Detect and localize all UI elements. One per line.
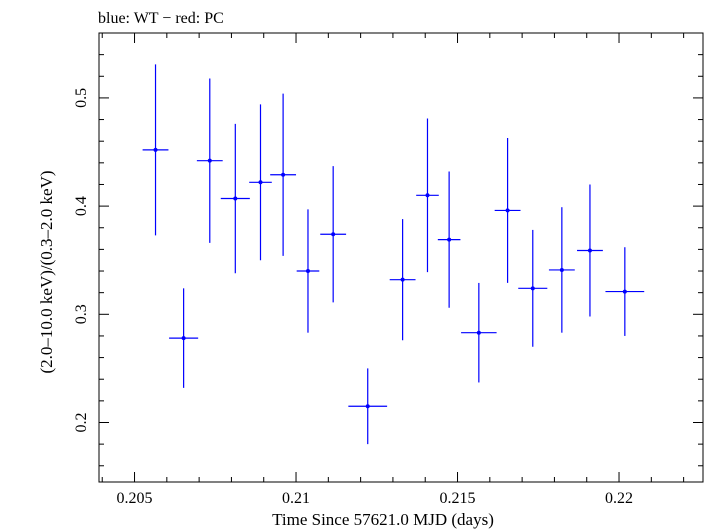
data-point-group xyxy=(548,207,575,333)
data-series xyxy=(142,64,645,445)
x-tick-label: 0.215 xyxy=(440,490,476,507)
y-tick-label: 0.2 xyxy=(73,412,90,432)
data-point-group xyxy=(461,282,497,383)
data-point-group xyxy=(518,229,548,347)
data-point-group xyxy=(320,166,347,303)
data-point xyxy=(587,248,592,253)
y-tick-label: 0.4 xyxy=(73,196,90,216)
y-tick-label: 0.3 xyxy=(73,304,90,324)
data-point-group xyxy=(196,78,223,243)
data-point-group xyxy=(605,247,645,336)
data-point xyxy=(425,193,430,198)
data-point xyxy=(559,267,564,272)
data-point-group xyxy=(577,184,603,317)
data-point-group xyxy=(270,93,297,256)
data-point-group xyxy=(142,64,169,236)
data-point-group xyxy=(296,209,320,333)
data-point xyxy=(181,336,186,341)
tick-labels: 0.205 0.21 0.215 0.22 0.2 0.3 0.4 0.5 xyxy=(73,88,633,507)
y-tick-label: 0.5 xyxy=(73,88,90,108)
x-tick-label: 0.21 xyxy=(282,490,310,507)
plot-frame xyxy=(98,32,704,483)
data-point xyxy=(153,147,158,152)
data-point xyxy=(505,208,510,213)
data-point-group xyxy=(416,118,439,273)
data-point-group xyxy=(389,219,416,341)
data-point xyxy=(233,196,238,201)
x-tick-label: 0.205 xyxy=(117,490,153,507)
chart-title: blue: WT − red: PC xyxy=(98,10,224,27)
data-point-group xyxy=(494,137,521,283)
data-point xyxy=(281,172,286,177)
data-point xyxy=(258,180,263,185)
data-point xyxy=(305,269,310,274)
data-point-group xyxy=(220,123,250,274)
x-tick-label: 0.22 xyxy=(605,490,633,507)
data-point xyxy=(331,232,336,237)
data-point xyxy=(622,289,627,294)
data-point xyxy=(207,158,212,163)
data-point xyxy=(476,330,481,335)
data-point-group xyxy=(348,368,388,445)
data-point xyxy=(530,286,535,291)
data-point xyxy=(447,237,452,242)
data-point-group xyxy=(169,288,199,388)
data-point-group xyxy=(437,171,461,308)
data-point xyxy=(365,404,370,409)
data-point xyxy=(400,277,405,282)
y-axis-label: (2.0–10.0 keV)/(0.3–2.0 keV) xyxy=(37,170,56,373)
axis-ticks xyxy=(99,32,703,482)
data-point-group xyxy=(249,104,272,261)
x-axis-label: Time Since 57621.0 MJD (days) xyxy=(272,510,494,529)
